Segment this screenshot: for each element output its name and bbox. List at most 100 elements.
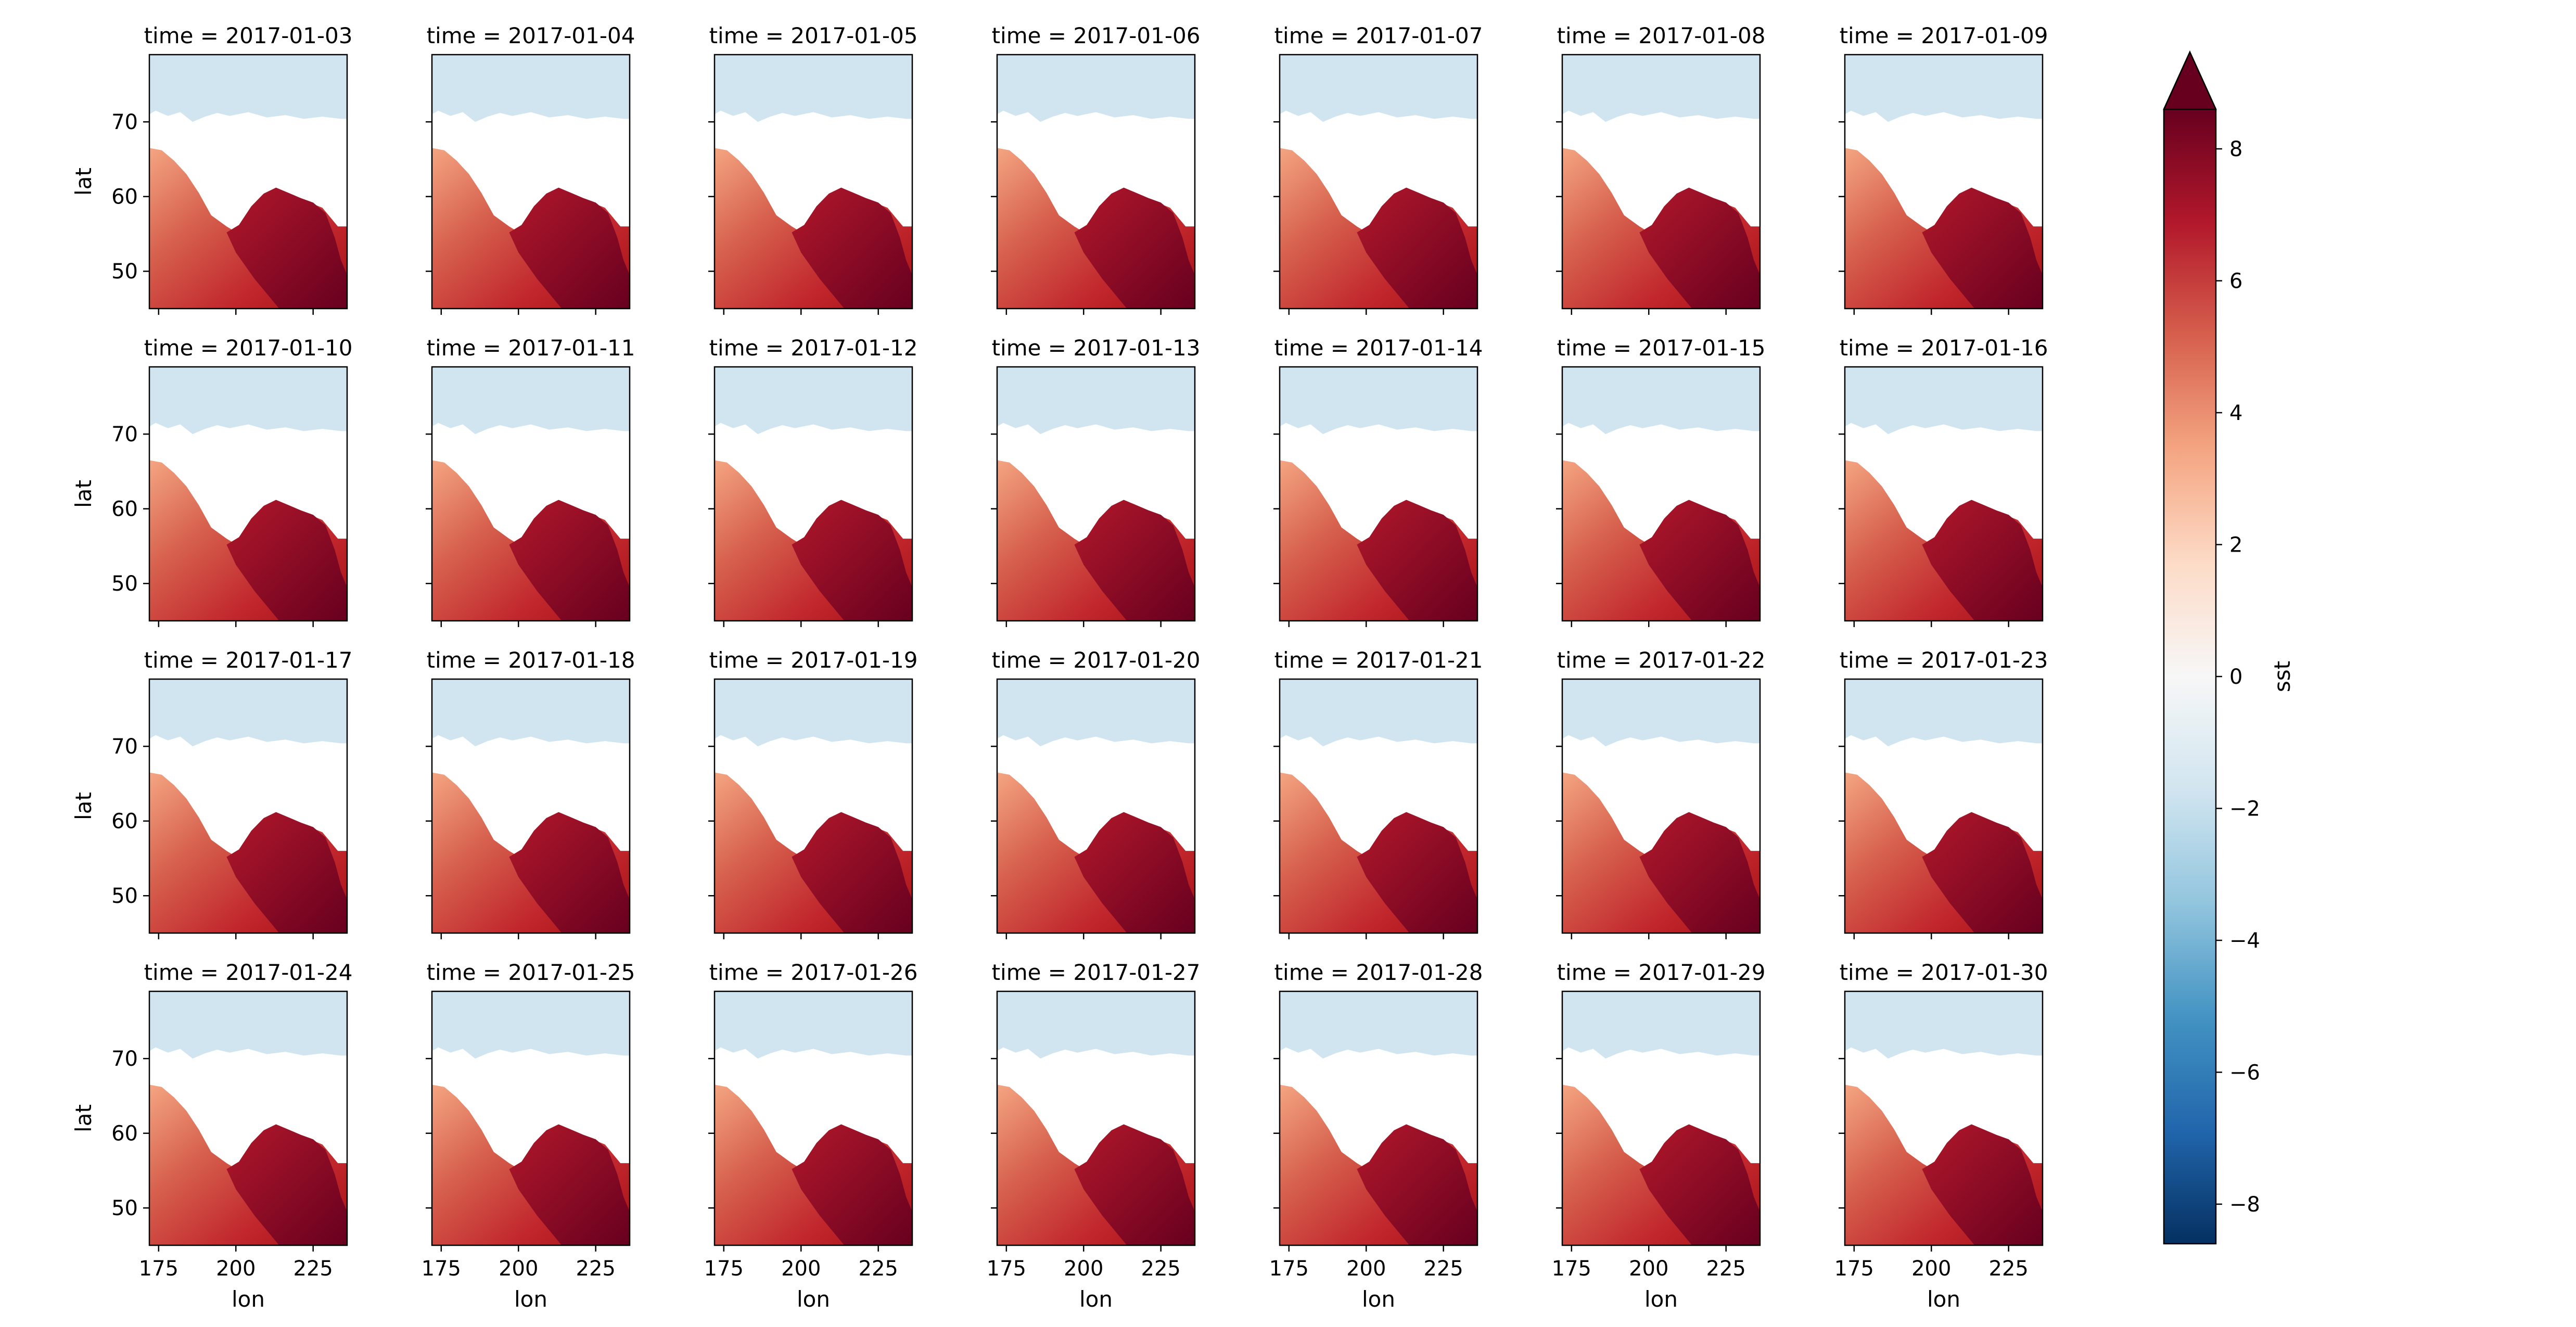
y-tick-label: 60 — [111, 810, 138, 834]
land-mask — [432, 1047, 630, 1171]
panel-title: time = 2017-01-16 — [1840, 335, 2048, 361]
panel-frame — [431, 366, 631, 622]
colorbar-tick-label: −8 — [2229, 1193, 2260, 1217]
sst-field — [1280, 367, 1477, 621]
x-tick-label: 175 — [139, 1257, 178, 1281]
y-tick-label: 70 — [111, 423, 138, 446]
gulf-of-alaska-region — [1074, 1124, 1195, 1245]
x-axis-label: lon — [232, 1286, 265, 1312]
panel-frame — [431, 990, 631, 1246]
x-tick-label: 200 — [216, 1257, 256, 1281]
gulf-of-alaska-region — [1639, 500, 1760, 621]
panel-title: time = 2017-01-24 — [144, 960, 353, 985]
panel-title: time = 2017-01-29 — [1557, 960, 1766, 985]
x-axis-label: lon — [1362, 1286, 1395, 1312]
facet-panel: time = 2017-01-28 175 200 225 lon — [1269, 960, 1483, 1312]
land-mask — [432, 423, 630, 546]
y-axis-label: lat — [71, 480, 96, 508]
x-tick-label: 200 — [1911, 1257, 1951, 1281]
panel-frame — [431, 678, 631, 934]
sst-field — [1845, 55, 2043, 309]
panel-title: time = 2017-01-08 — [1557, 23, 1766, 48]
y-tick-label: 70 — [111, 110, 138, 134]
sst-field — [149, 679, 347, 933]
gulf-of-alaska-region — [226, 1124, 347, 1245]
panel-title: time = 2017-01-11 — [427, 335, 635, 361]
facet-panel: time = 2017-01-09 — [1839, 23, 2048, 315]
x-axis-label: lon — [1079, 1286, 1113, 1312]
gulf-of-alaska-region — [1074, 187, 1195, 309]
facet-panel: time = 2017-01-21 — [1273, 647, 1483, 939]
panel-frame — [148, 366, 348, 622]
colorbar-extend-arrow — [2163, 50, 2217, 110]
facet-panel: time = 2017-01-06 — [991, 23, 1200, 315]
facet-panel: time = 2017-01-13 — [991, 335, 1200, 627]
sst-field — [1845, 679, 2043, 933]
panel-frame — [713, 54, 913, 310]
x-tick-label: 175 — [422, 1257, 461, 1281]
gulf-of-alaska-region — [792, 500, 912, 621]
gulf-of-alaska-region — [509, 500, 630, 621]
facet-panel: time = 2017-01-24 50 60 70 175 200 225 lat lon — [71, 960, 352, 1312]
sst-field — [715, 991, 912, 1245]
x-tick-label: 200 — [1346, 1257, 1386, 1281]
sst-field — [1845, 367, 2043, 621]
panel-frame — [1561, 54, 1761, 310]
gulf-of-alaska-region — [226, 187, 347, 309]
panel-title: time = 2017-01-23 — [1840, 647, 2048, 673]
y-tick-label: 50 — [111, 884, 138, 908]
panel-frame — [996, 990, 1196, 1246]
facet-panel: time = 2017-01-12 — [708, 335, 917, 627]
colorbar-tick-label: 4 — [2229, 401, 2242, 425]
y-tick-label: 70 — [111, 735, 138, 759]
y-axis-label: lat — [71, 792, 96, 820]
facet-panel: time = 2017-01-26 175 200 225 lon — [704, 960, 918, 1312]
x-tick-label: 175 — [1269, 1257, 1309, 1281]
y-tick-label: 60 — [111, 1122, 138, 1146]
panel-title: time = 2017-01-15 — [1557, 335, 1766, 361]
panel-title: time = 2017-01-14 — [1274, 335, 1483, 361]
panel-title: time = 2017-01-22 — [1557, 647, 1766, 673]
sst-field — [997, 991, 1195, 1245]
gulf-of-alaska-region — [1357, 1124, 1477, 1245]
sst-field — [432, 991, 630, 1245]
panel-frame — [1561, 678, 1761, 934]
panel-frame — [1844, 54, 2044, 310]
gulf-of-alaska-region — [1922, 500, 2043, 621]
facet-panel: time = 2017-01-15 — [1556, 335, 1765, 627]
facet-panel: time = 2017-01-30 175 200 225 lon — [1834, 960, 2048, 1312]
panel-frame — [996, 366, 1196, 622]
facet-panel: time = 2017-01-04 — [426, 23, 635, 315]
sst-field — [1280, 991, 1477, 1245]
gulf-of-alaska-region — [1639, 1124, 1760, 1245]
x-axis-label: lon — [1644, 1286, 1678, 1312]
land-mask — [997, 423, 1195, 546]
x-tick-label: 175 — [1834, 1257, 1874, 1281]
x-tick-label: 225 — [1706, 1257, 1746, 1281]
panel-title: time = 2017-01-04 — [427, 23, 635, 48]
x-tick-label: 200 — [499, 1257, 538, 1281]
panel-frame — [431, 54, 631, 310]
panel-title: time = 2017-01-25 — [427, 960, 635, 985]
land-mask — [432, 735, 630, 859]
y-tick-label: 50 — [111, 260, 138, 284]
sst-field — [432, 367, 630, 621]
sst-field — [997, 367, 1195, 621]
facet-panel: time = 2017-01-17 50 60 70 lat — [71, 647, 352, 939]
land-mask — [1845, 735, 2043, 859]
x-axis-label: lon — [1927, 1286, 1960, 1312]
gulf-of-alaska-region — [509, 812, 630, 933]
colorbar-tick-label: 6 — [2229, 270, 2242, 294]
land-mask — [149, 1047, 347, 1171]
panel-title: time = 2017-01-07 — [1274, 23, 1483, 48]
facet-panel: time = 2017-01-10 50 60 70 lat — [71, 335, 352, 627]
facet-panel: time = 2017-01-18 — [426, 647, 635, 939]
panel-title: time = 2017-01-06 — [992, 23, 1201, 48]
panel-title: time = 2017-01-19 — [709, 647, 918, 673]
facet-panel: time = 2017-01-27 175 200 225 lon — [987, 960, 1201, 1312]
facet-panel: time = 2017-01-22 — [1556, 647, 1765, 939]
gulf-of-alaska-region — [1074, 812, 1195, 933]
sst-field — [1562, 367, 1760, 621]
land-mask — [432, 110, 630, 234]
